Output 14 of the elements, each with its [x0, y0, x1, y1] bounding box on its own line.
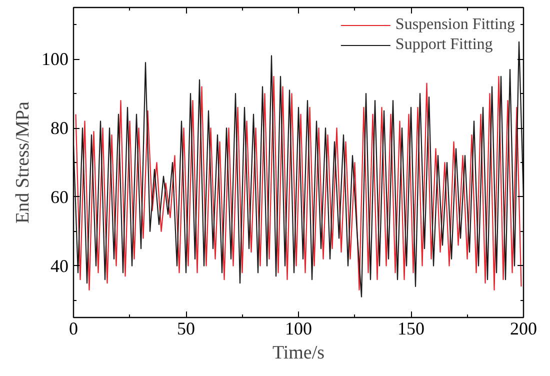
y-tick-label: 100: [42, 49, 68, 70]
line-series: [75, 76, 522, 290]
x-tick-label: 200: [510, 318, 537, 338]
x-axis-title: Time/s: [272, 342, 325, 364]
x-tick-label: 50: [177, 318, 195, 338]
y-axis-title: End Stress/MPa: [12, 100, 34, 224]
x-tick-label: 100: [285, 318, 312, 338]
y-tick-label: 40: [50, 256, 68, 276]
x-tick-label: 0: [69, 318, 78, 338]
legend-label: Suspension Fitting: [395, 16, 515, 34]
y-tick-label: 80: [50, 118, 68, 138]
x-tick-label: 150: [398, 318, 424, 338]
y-tick-label: 60: [50, 186, 68, 207]
legend-label: Support Fitting: [395, 36, 493, 54]
